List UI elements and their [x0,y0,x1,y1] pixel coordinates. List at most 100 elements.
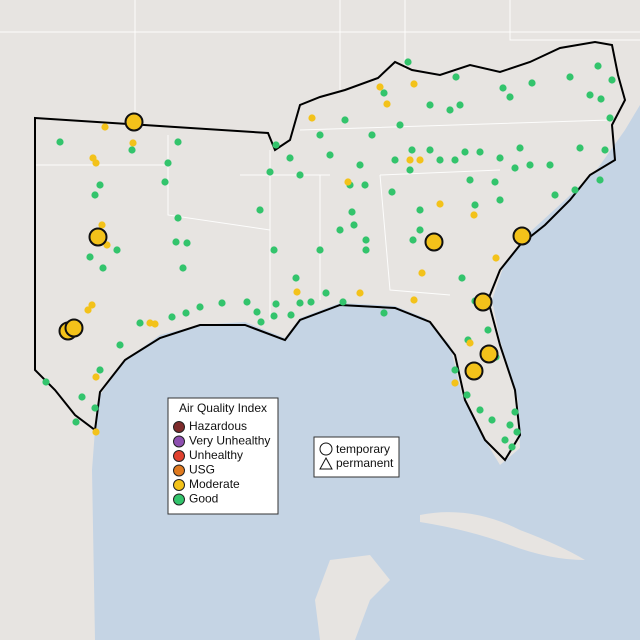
site-good [576,144,584,152]
site-good [257,318,265,326]
site-good [499,84,507,92]
site-good [436,156,444,164]
site-temporary-moderate [64,318,84,338]
site-good [488,416,496,424]
site-good [396,121,404,129]
site-good [528,79,536,87]
legend-swatch [173,493,185,506]
site-good [96,366,104,374]
site-moderate [383,100,391,108]
site-good [113,246,121,254]
site-good [256,206,264,214]
site-good [461,148,469,156]
site-good [416,206,424,214]
legend-swatch [173,450,185,462]
site-good [597,95,605,103]
site-moderate [410,296,418,304]
site-moderate [92,159,100,167]
site-good [56,138,64,146]
site-good [508,443,516,451]
site-moderate [129,139,137,147]
site-good [368,131,376,139]
site-good [326,151,334,159]
site-good [408,146,416,154]
site-good [266,168,274,176]
site-moderate [92,428,100,436]
legend-label: Good [189,492,218,506]
site-temporary-moderate [124,112,144,132]
site-good [218,299,226,307]
site-good [272,300,280,308]
site-good [196,303,204,311]
site-good [296,299,304,307]
site-good [99,264,107,272]
site-good [174,138,182,146]
site-good [91,404,99,412]
site-moderate [492,254,500,262]
site-good [476,406,484,414]
permanent-icon [319,456,333,470]
site-good [446,106,454,114]
site-good [174,214,182,222]
site-good [78,393,86,401]
site-moderate [436,200,444,208]
site-good [164,159,172,167]
site-good [406,166,414,174]
site-good [511,408,519,416]
site-good [391,156,399,164]
site-good [594,62,602,70]
site-good [272,141,280,149]
legend-box [167,397,279,515]
site-good [426,146,434,154]
site-moderate [410,80,418,88]
site-good [496,196,504,204]
site-good [253,308,261,316]
site-good [516,144,524,152]
site-moderate [356,289,364,297]
site-good [316,246,324,254]
site-moderate [416,156,424,164]
site-good [513,428,521,436]
site-good [182,309,190,317]
site-good [596,176,604,184]
yucatan [315,555,390,640]
site-moderate [466,339,474,347]
site-moderate [418,269,426,277]
site-moderate [308,114,316,122]
legend-label: Moderate [189,477,240,491]
site-moderate [92,373,100,381]
site-good [270,246,278,254]
state-borders [0,0,640,320]
legend-label: Unhealthy [189,448,243,462]
shape-legend-label: permanent [336,456,394,470]
site-good [566,73,574,81]
site-good [416,226,424,234]
site-good [546,161,554,169]
site-good [506,421,514,429]
legend-swatch [173,464,185,477]
site-moderate [344,178,352,186]
site-good [161,178,169,186]
site-good [608,76,616,84]
site-good [243,298,251,306]
site-good [356,161,364,169]
site-moderate [88,301,96,309]
legend-title: Air Quality Index [179,401,267,415]
site-good [426,101,434,109]
legend-swatch [173,435,185,448]
site-moderate [101,123,109,131]
site-good [339,298,347,306]
site-good [476,148,484,156]
legend-label: Very Unhealthy [189,434,270,448]
site-moderate [103,241,111,249]
site-good [458,274,466,282]
site-good [409,236,417,244]
site-moderate [151,320,159,328]
site-good [172,238,180,246]
site-good [168,313,176,321]
site-good [91,191,99,199]
site-good [96,181,104,189]
site-moderate [451,379,459,387]
site-good [452,73,460,81]
